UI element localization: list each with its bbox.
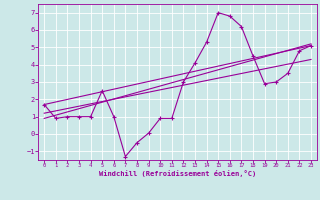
X-axis label: Windchill (Refroidissement éolien,°C): Windchill (Refroidissement éolien,°C)	[99, 170, 256, 177]
